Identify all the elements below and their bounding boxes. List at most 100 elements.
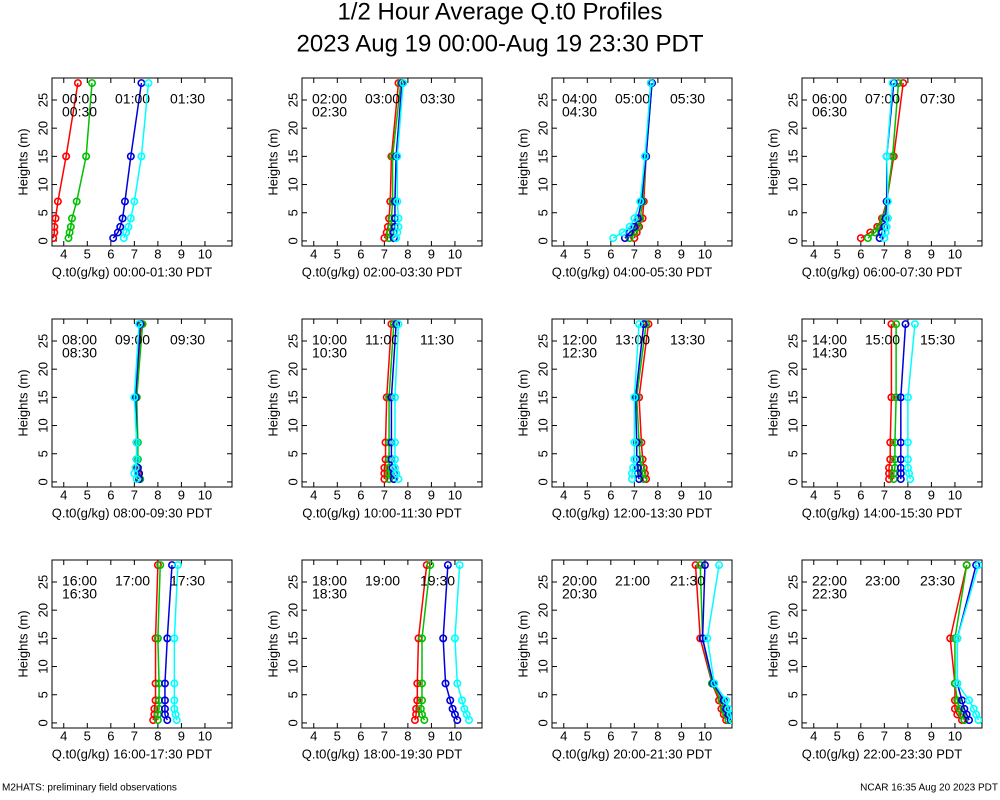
y-tick-label: 0 — [35, 478, 50, 485]
y-tick-label: 15 — [785, 631, 800, 645]
profile-line — [631, 324, 640, 480]
series-name: 10:30 — [312, 345, 347, 361]
series-name: 08:00 — [62, 332, 97, 348]
profile-point — [170, 704, 179, 713]
y-tick-label: 0 — [285, 719, 300, 726]
profile-point — [691, 561, 700, 570]
profile-point — [635, 320, 644, 329]
x-axis-label: Q.t0(g/kg) 06:00-07:30 PDT — [802, 264, 962, 279]
profile-point — [132, 455, 141, 464]
x-tick-label: 8 — [404, 487, 411, 502]
profile-point — [135, 320, 144, 329]
series-name: 09:00 — [115, 332, 150, 348]
profile-point — [630, 455, 639, 464]
profile-line — [442, 565, 458, 721]
x-tick-label: 5 — [834, 728, 841, 743]
profile-point — [910, 320, 919, 329]
profile-point — [150, 704, 159, 713]
profile-point — [633, 463, 642, 472]
x-tick-label: 4 — [60, 728, 67, 743]
series-name: 21:30 — [670, 573, 705, 589]
y-tick-label: 20 — [785, 603, 800, 617]
profile-point — [903, 393, 912, 402]
y-tick-label: 0 — [535, 478, 550, 485]
profile-point — [380, 463, 389, 472]
profile-point — [455, 561, 464, 570]
series-name: 01:30 — [170, 91, 205, 107]
x-tick-label: 7 — [381, 728, 388, 743]
series — [880, 79, 897, 243]
profile-point — [630, 214, 639, 223]
x-tick-label: 10 — [948, 487, 962, 502]
x-tick-label: 10 — [448, 728, 462, 743]
series-name: 13:30 — [670, 332, 705, 348]
profile-point — [630, 438, 639, 447]
profile-line — [883, 83, 894, 239]
y-tick-label: 15 — [35, 631, 50, 645]
y-tick-label: 20 — [35, 121, 50, 135]
x-tick-label: 6 — [357, 246, 364, 261]
series — [416, 561, 435, 725]
footer-right: NCAR 16:35 Aug 20 2023 PDT — [860, 783, 998, 794]
profile-point — [416, 704, 425, 713]
y-axis-label: Heights (m) — [515, 369, 530, 436]
y-tick-label: 0 — [285, 478, 300, 485]
y-tick-label: 0 — [785, 719, 800, 726]
series-name: 20:00 — [562, 573, 597, 589]
x-tick-label: 6 — [857, 487, 864, 502]
profile-point — [393, 197, 402, 206]
profile-point — [882, 152, 891, 161]
x-tick-label: 6 — [107, 487, 114, 502]
plot-frame — [551, 77, 733, 247]
y-tick-label: 5 — [535, 450, 550, 457]
x-tick-label: 7 — [631, 728, 638, 743]
series-name: 19:30 — [420, 573, 455, 589]
y-tick-label: 5 — [785, 691, 800, 698]
series-name: 00:00 — [62, 91, 97, 107]
series — [109, 79, 146, 243]
profile-line — [388, 324, 395, 480]
y-tick-label: 10 — [535, 177, 550, 191]
profile-point — [417, 696, 426, 705]
profile-point — [899, 79, 908, 88]
profile-point — [52, 222, 59, 231]
series — [390, 320, 403, 484]
profile-point — [863, 234, 872, 243]
series-name: 14:00 — [812, 332, 847, 348]
x-axis-label: Q.t0(g/kg) 18:00-19:30 PDT — [302, 746, 462, 761]
series — [903, 320, 919, 484]
y-axis-label: Heights (m) — [265, 610, 280, 677]
x-tick-label: 9 — [178, 728, 185, 743]
series-name: 07:00 — [865, 91, 900, 107]
profile-point — [698, 634, 707, 643]
series-name: 18:30 — [312, 586, 347, 602]
x-tick-label: 7 — [381, 487, 388, 502]
profile-point — [446, 696, 455, 705]
x-tick-label: 8 — [404, 246, 411, 261]
y-tick-label: 20 — [535, 603, 550, 617]
y-tick-label: 25 — [535, 575, 550, 589]
series — [130, 320, 144, 484]
profile-point — [703, 634, 712, 643]
profile-point — [390, 393, 399, 402]
y-axis-label: Heights (m) — [265, 128, 280, 195]
profile-point — [130, 393, 139, 402]
series-name: 22:00 — [812, 573, 847, 589]
x-axis-label: Q.t0(g/kg) 08:00-09:30 PDT — [52, 505, 212, 520]
series-name: 11:00 — [365, 332, 399, 348]
y-tick-label: 15 — [535, 631, 550, 645]
panel: 4 5 6 7 8 9 10 0 5 10 15 20 25 Q.t0(g/kg) 22:00-23:30… — [765, 559, 983, 761]
chart-title: 1/2 Hour Average Q.t0 Profiles — [337, 0, 662, 25]
profile-line — [888, 324, 893, 480]
x-tick-label: 6 — [107, 246, 114, 261]
x-tick-label: 5 — [834, 487, 841, 502]
panel: 4 5 6 7 8 9 10 0 5 10 15 20 25 Q.t0(g/kg) 06:00-07:30… — [765, 77, 983, 279]
y-tick-label: 15 — [535, 390, 550, 404]
y-tick-label: 20 — [285, 603, 300, 617]
profile-point — [710, 679, 719, 688]
panel: 4 5 6 7 8 9 10 0 5 10 15 20 25 Q.t0(g/kg) 16:00-17:30… — [15, 559, 233, 761]
y-tick-label: 20 — [535, 121, 550, 135]
x-tick-label: 10 — [198, 487, 212, 502]
profile-line — [949, 564, 968, 721]
